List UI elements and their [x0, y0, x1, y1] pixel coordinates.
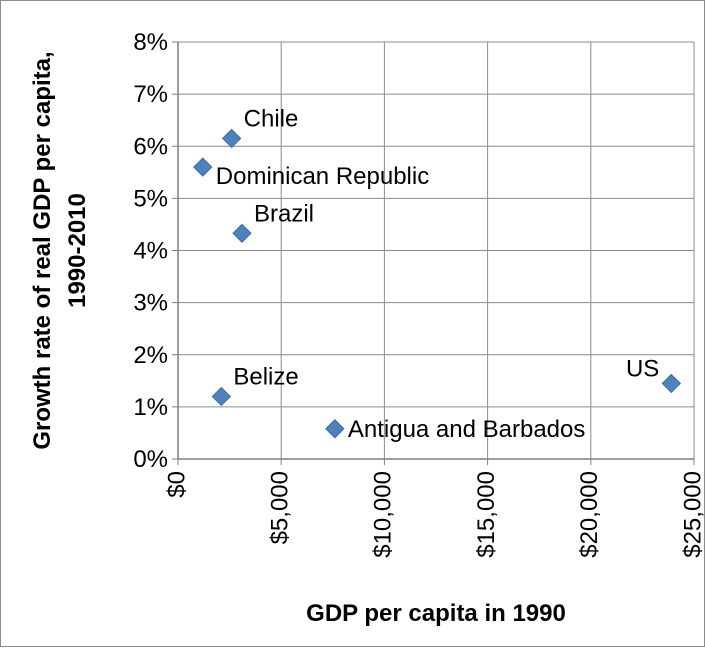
x-axis-tick-label: $0 [163, 471, 190, 498]
y-axis-tick-label: 3% [133, 290, 168, 317]
data-point-label: Brazil [254, 200, 314, 227]
x-axis-tick-label: $20,000 [576, 471, 603, 558]
y-axis-tick-label: 7% [133, 81, 168, 108]
y-axis-tick-labels: 0% 1% 2% 3% 4% 5% 6% 7% 8% [133, 29, 168, 473]
scatter-point [325, 419, 345, 439]
data-point-label: US [626, 355, 659, 382]
scatter-point [211, 386, 232, 407]
x-axis-tick-label: $15,000 [473, 471, 500, 558]
y-axis-tick-label: 4% [133, 238, 168, 265]
y-axis-title-line-2: 1990-2010 [64, 193, 91, 308]
y-axis-title-line-1: Growth rate of real GDP per capita, [29, 51, 56, 449]
x-axis-title: GDP per capita in 1990 [306, 600, 566, 627]
y-axis-tick-label: 5% [133, 185, 168, 212]
grid-layer [177, 41, 695, 460]
scatter-point [221, 128, 242, 149]
y-axis-tick-label: 6% [133, 133, 168, 160]
y-axis-tick-label: 8% [133, 29, 168, 56]
x-axis-tick-label: $25,000 [679, 471, 705, 558]
y-axis-tick-label: 0% [133, 446, 168, 473]
data-point-label: Dominican Republic [216, 163, 429, 190]
y-axis-tick-label: 1% [133, 394, 168, 421]
scatter-point [232, 223, 252, 244]
data-point-label: Antigua and Barbados [348, 416, 586, 443]
axes-layer [172, 41, 695, 465]
point-labels: Chile Dominican Republic Brazil Belize Antig… [216, 105, 660, 442]
scatter-point [193, 157, 213, 177]
data-point-label: Belize [233, 363, 298, 390]
x-axis-tick-labels: $0 $5,000 $10,000 $15,000 $20,000 $25,000 [163, 471, 705, 558]
y-axis-tick-label: 2% [133, 342, 168, 369]
data-point-label: Chile [244, 105, 299, 132]
scatter-point [661, 373, 682, 394]
x-axis-tick-label: $5,000 [267, 471, 294, 544]
x-axis-tick-label: $10,000 [370, 471, 397, 558]
data-points [193, 128, 682, 439]
